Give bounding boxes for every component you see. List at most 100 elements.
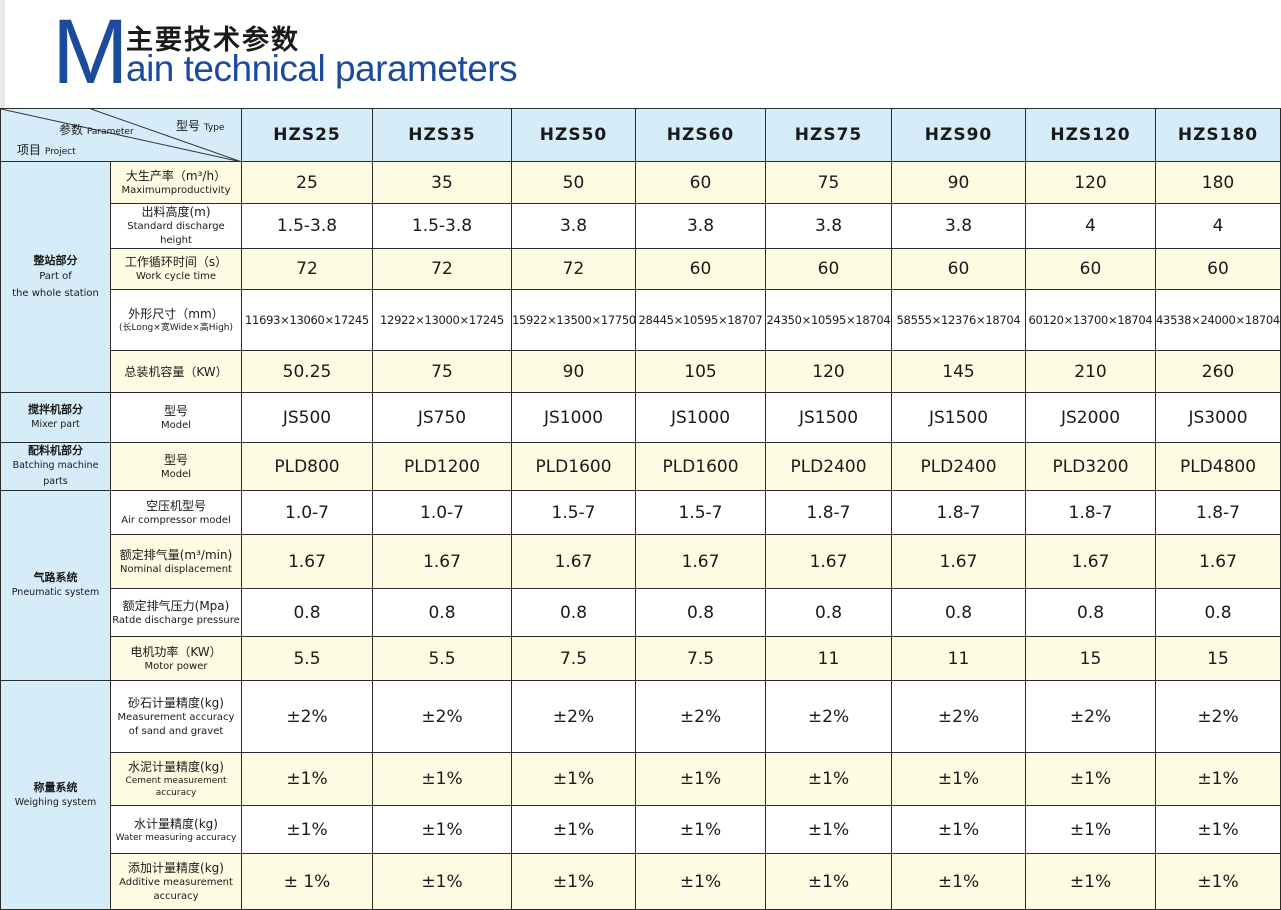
table-cell: 1.67 xyxy=(765,534,892,589)
table-header-row: 型号 Type 参数 Parameter 项目 Project HZS25 HZ… xyxy=(0,108,1281,162)
table-cell: 3.8 xyxy=(511,203,636,249)
table-cell: PLD1200 xyxy=(372,442,512,491)
table-row: 额定排气量(m³/min) Nominal displacement 1.67 1… xyxy=(1,534,1281,589)
row-label-max-productivity: 大生产率（m³/h） Maximumproductivity xyxy=(110,161,242,204)
table-cell: ±2% xyxy=(635,680,766,753)
table-cell: ±1% xyxy=(241,752,373,806)
table-cell: ±1% xyxy=(891,805,1026,854)
table-cell: 50.25 xyxy=(241,350,373,393)
page-title-english: ain technical parameters xyxy=(126,48,518,89)
corner-project-label: 项目 Project xyxy=(17,143,76,157)
table-cell: 24350×10595×18704 xyxy=(765,289,892,351)
row-label-motor-power: 电机功率（KW） Motor power xyxy=(110,636,242,681)
category-pneumatic: 气路系统 Pneumatic system xyxy=(0,490,111,681)
table-cell: 0.8 xyxy=(765,588,892,637)
table-cell: 5.5 xyxy=(372,636,512,681)
table-cell: ±1% xyxy=(635,752,766,806)
table-cell: ±1% xyxy=(1155,853,1281,910)
table-cell: ±1% xyxy=(1155,752,1281,806)
table-cell: 1.8-7 xyxy=(891,490,1026,535)
table-cell: 75 xyxy=(765,161,892,204)
table-cell: 105 xyxy=(635,350,766,393)
table-cell: 25 xyxy=(241,161,373,204)
table-cell: JS3000 xyxy=(1155,392,1281,443)
model-header-cell: HZS90 xyxy=(891,108,1026,162)
table-cell: 1.8-7 xyxy=(1155,490,1281,535)
table-cell: 12922×13000×17245 xyxy=(372,289,512,351)
table-cell: PLD3200 xyxy=(1025,442,1156,491)
table-cell: ±1% xyxy=(372,853,512,910)
table-cell: 0.8 xyxy=(241,588,373,637)
model-header-cell: HZS75 xyxy=(765,108,892,162)
row-label-nominal-displacement: 额定排气量(m³/min) Nominal displacement xyxy=(110,534,242,589)
table-cell: 11693×13060×17245 xyxy=(241,289,373,351)
table-cell: 0.8 xyxy=(891,588,1026,637)
table-cell: 60 xyxy=(1155,248,1281,290)
table-cell: ±1% xyxy=(511,752,636,806)
table-row: 添加计量精度(kg) Additive measurement accuracy … xyxy=(1,853,1281,910)
table-cell: JS500 xyxy=(241,392,373,443)
table-cell: 120 xyxy=(765,350,892,393)
table-cell: 1.5-7 xyxy=(511,490,636,535)
table-cell: ±1% xyxy=(511,805,636,854)
table-cell: ±1% xyxy=(635,853,766,910)
table-cell: ±1% xyxy=(765,805,892,854)
table-cell: 1.5-3.8 xyxy=(241,203,373,249)
table-cell: 1.8-7 xyxy=(765,490,892,535)
table-row: 气路系统 Pneumatic system 空压机型号 Air compresso… xyxy=(0,490,1281,681)
table-cell: 0.8 xyxy=(372,588,512,637)
row-label-dimensions: 外形尺寸（mm） (长Long×宽Wide×高High) xyxy=(110,289,242,351)
table-cell: 28445×10595×18707 xyxy=(635,289,766,351)
table-row: 总装机容量（KW） 50.25 75 90 105 120 145 210 26… xyxy=(1,350,1281,393)
model-header-cell: HZS25 xyxy=(241,108,373,162)
table-cell: 72 xyxy=(241,248,373,290)
category-whole-station: 整站部分 Part of the whole station xyxy=(0,161,111,393)
table-cell: 1.5-7 xyxy=(635,490,766,535)
model-header-cell: HZS35 xyxy=(372,108,512,162)
table-cell: ±1% xyxy=(1025,805,1156,854)
table-cell: 0.8 xyxy=(511,588,636,637)
table-cell: 0.8 xyxy=(635,588,766,637)
table-cell: 15 xyxy=(1155,636,1281,681)
table-cell: 15 xyxy=(1025,636,1156,681)
table-cell: 1.67 xyxy=(241,534,373,589)
table-cell: 75 xyxy=(372,350,512,393)
table-cell: 43538×24000×18704 xyxy=(1155,289,1281,351)
table-cell: 180 xyxy=(1155,161,1281,204)
table-cell: 1.67 xyxy=(372,534,512,589)
row-label-air-compressor-model: 空压机型号 Air compressor model xyxy=(110,490,242,535)
row-label-additive-accuracy: 添加计量精度(kg) Additive measurement accuracy xyxy=(110,853,242,910)
table-cell: 7.5 xyxy=(635,636,766,681)
table-cell: 3.8 xyxy=(891,203,1026,249)
model-header-cell: HZS120 xyxy=(1025,108,1156,162)
table-cell: PLD800 xyxy=(241,442,373,491)
table-row: 搅拌机部分 Mixer part 型号 Model JS500 JS750 JS1… xyxy=(0,392,1281,443)
table-cell: 1.67 xyxy=(1155,534,1281,589)
table-cell: 60 xyxy=(635,161,766,204)
title-initial-letter: M xyxy=(52,1,129,103)
table-cell: ±1% xyxy=(1025,853,1156,910)
table-cell: 260 xyxy=(1155,350,1281,393)
table-row: 水计量精度(kg) Water measuring accuracy ±1% ±1… xyxy=(1,805,1281,854)
table-cell: 1.0-7 xyxy=(241,490,373,535)
table-cell: 7.5 xyxy=(511,636,636,681)
row-label-cement-accuracy: 水泥计量精度(kg) Cement measurement accuracy xyxy=(110,752,242,806)
table-cell: 90 xyxy=(511,350,636,393)
table-cell: PLD2400 xyxy=(765,442,892,491)
table-cell: 72 xyxy=(372,248,512,290)
table-cell: 210 xyxy=(1025,350,1156,393)
table-cell: 0.8 xyxy=(1025,588,1156,637)
table-cell: 1.67 xyxy=(1025,534,1156,589)
technical-parameters-table: 型号 Type 参数 Parameter 项目 Project HZS25 HZ… xyxy=(0,108,1281,910)
table-cell: 120 xyxy=(1025,161,1156,204)
header-corner-cell: 型号 Type 参数 Parameter 项目 Project xyxy=(0,108,242,162)
table-cell: 35 xyxy=(372,161,512,204)
row-label-sand-gravel-accuracy: 砂石计量精度(kg) Measurement accuracy of sand a… xyxy=(110,680,242,753)
table-row: 称量系统 Weighing system 砂石计量精度(kg) Measureme… xyxy=(0,680,1281,910)
category-weighing: 称量系统 Weighing system xyxy=(0,680,111,910)
table-cell: 1.67 xyxy=(891,534,1026,589)
table-cell: 0.8 xyxy=(1155,588,1281,637)
table-row: 工作循环时间（s） Work cycle time 72 72 72 60 60 … xyxy=(1,248,1281,290)
table-cell: ±1% xyxy=(891,752,1026,806)
table-cell: ±1% xyxy=(1025,752,1156,806)
